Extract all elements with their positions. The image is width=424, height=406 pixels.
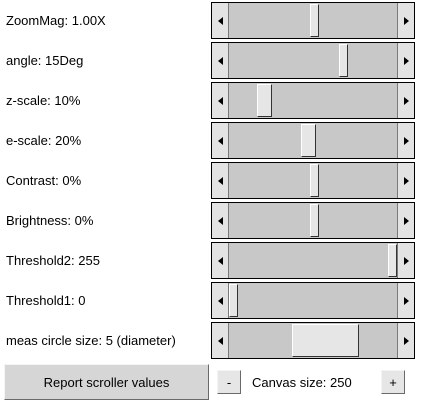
angle-scroll-track[interactable] (229, 43, 397, 78)
e-scale-scroll-right-button[interactable] (397, 123, 414, 158)
slider-row-contrast: Contrast: 0% (0, 162, 424, 200)
slider-row-e-scale: e-scale: 20% (0, 122, 424, 160)
z-scale-scroll-thumb[interactable] (257, 84, 272, 117)
arrow-left-icon (217, 296, 223, 305)
arrow-right-icon (403, 136, 409, 145)
arrow-left-icon (217, 216, 223, 225)
threshold2-scroll-track[interactable] (229, 243, 397, 278)
slider-row-zoommag: ZoomMag: 1.00X (0, 2, 424, 40)
report-scroller-values-button[interactable]: Report scroller values (4, 364, 209, 400)
brightness-scroll-right-button[interactable] (397, 203, 414, 238)
contrast-scroll-right-button[interactable] (397, 163, 414, 198)
meas-circle-scroll-left-button[interactable] (212, 323, 229, 358)
brightness-scroll-thumb[interactable] (310, 204, 319, 237)
slider-row-meas-circle: meas circle size: 5 (diameter) (0, 322, 424, 360)
threshold1-scroll-left-button[interactable] (212, 283, 229, 318)
threshold2-label: Threshold2: 255 (6, 253, 100, 268)
e-scale-scroll-track[interactable] (229, 123, 397, 158)
z-scale-scroll-right-button[interactable] (397, 83, 414, 118)
contrast-scroll-thumb[interactable] (310, 164, 319, 197)
zoommag-scroll-right-button[interactable] (397, 3, 414, 38)
threshold1-scroll-right-button[interactable] (397, 283, 414, 318)
arrow-left-icon (217, 16, 223, 25)
e-scale-scroll-left-button[interactable] (212, 123, 229, 158)
zoommag-scrollbar[interactable] (211, 2, 415, 39)
brightness-label: Brightness: 0% (6, 213, 94, 228)
slider-row-threshold1: Threshold1: 0 (0, 282, 424, 320)
slider-row-angle: angle: 15Deg (0, 42, 424, 80)
zoommag-scroll-track[interactable] (229, 3, 397, 38)
arrow-left-icon (217, 96, 223, 105)
arrow-right-icon (403, 256, 409, 265)
angle-scrollbar[interactable] (211, 42, 415, 79)
z-scale-scroll-left-button[interactable] (212, 83, 229, 118)
arrow-left-icon (217, 56, 223, 65)
e-scale-scroll-thumb[interactable] (301, 124, 316, 157)
arrow-left-icon (217, 136, 223, 145)
arrow-left-icon (217, 176, 223, 185)
brightness-scrollbar[interactable] (211, 202, 415, 239)
arrow-right-icon (403, 16, 409, 25)
zoommag-label: ZoomMag: 1.00X (6, 13, 106, 28)
angle-scroll-thumb[interactable] (339, 44, 348, 77)
arrow-left-icon (217, 256, 223, 265)
e-scale-scrollbar[interactable] (211, 122, 415, 159)
contrast-label: Contrast: 0% (6, 173, 82, 188)
threshold1-scroll-track[interactable] (229, 283, 397, 318)
threshold2-scroll-thumb[interactable] (388, 244, 397, 277)
z-scale-scroll-track[interactable] (229, 83, 397, 118)
slider-row-threshold2: Threshold2: 255 (0, 242, 424, 280)
meas-circle-scroll-thumb[interactable] (292, 324, 359, 357)
contrast-scroll-left-button[interactable] (212, 163, 229, 198)
arrow-right-icon (403, 96, 409, 105)
canvas-size-increase-button[interactable]: + (381, 370, 405, 394)
z-scale-scrollbar[interactable] (211, 82, 415, 119)
threshold1-label: Threshold1: 0 (6, 293, 86, 308)
z-scale-label: z-scale: 10% (6, 93, 81, 108)
zoommag-scroll-thumb[interactable] (310, 4, 319, 37)
canvas-size-label: Canvas size: 250 (252, 375, 352, 390)
slider-row-brightness: Brightness: 0% (0, 202, 424, 240)
zoommag-scroll-left-button[interactable] (212, 3, 229, 38)
meas-circle-scroll-right-button[interactable] (397, 323, 414, 358)
angle-scroll-right-button[interactable] (397, 43, 414, 78)
arrow-right-icon (403, 336, 409, 345)
slider-row-z-scale: z-scale: 10% (0, 82, 424, 120)
threshold2-scroll-right-button[interactable] (397, 243, 414, 278)
threshold2-scrollbar[interactable] (211, 242, 415, 279)
arrow-right-icon (403, 216, 409, 225)
angle-scroll-left-button[interactable] (212, 43, 229, 78)
contrast-scroll-track[interactable] (229, 163, 397, 198)
angle-label: angle: 15Deg (6, 53, 84, 68)
brightness-scroll-left-button[interactable] (212, 203, 229, 238)
brightness-scroll-track[interactable] (229, 203, 397, 238)
canvas-size-decrease-button[interactable]: - (217, 370, 241, 394)
meas-circle-label: meas circle size: 5 (diameter) (6, 333, 176, 348)
threshold1-scroll-thumb[interactable] (229, 284, 238, 317)
threshold1-scrollbar[interactable] (211, 282, 415, 319)
meas-circle-scroll-track[interactable] (229, 323, 397, 358)
arrow-right-icon (403, 176, 409, 185)
threshold2-scroll-left-button[interactable] (212, 243, 229, 278)
arrow-left-icon (217, 336, 223, 345)
e-scale-label: e-scale: 20% (6, 133, 82, 148)
arrow-right-icon (403, 296, 409, 305)
contrast-scrollbar[interactable] (211, 162, 415, 199)
meas-circle-scrollbar[interactable] (211, 322, 415, 359)
arrow-right-icon (403, 56, 409, 65)
